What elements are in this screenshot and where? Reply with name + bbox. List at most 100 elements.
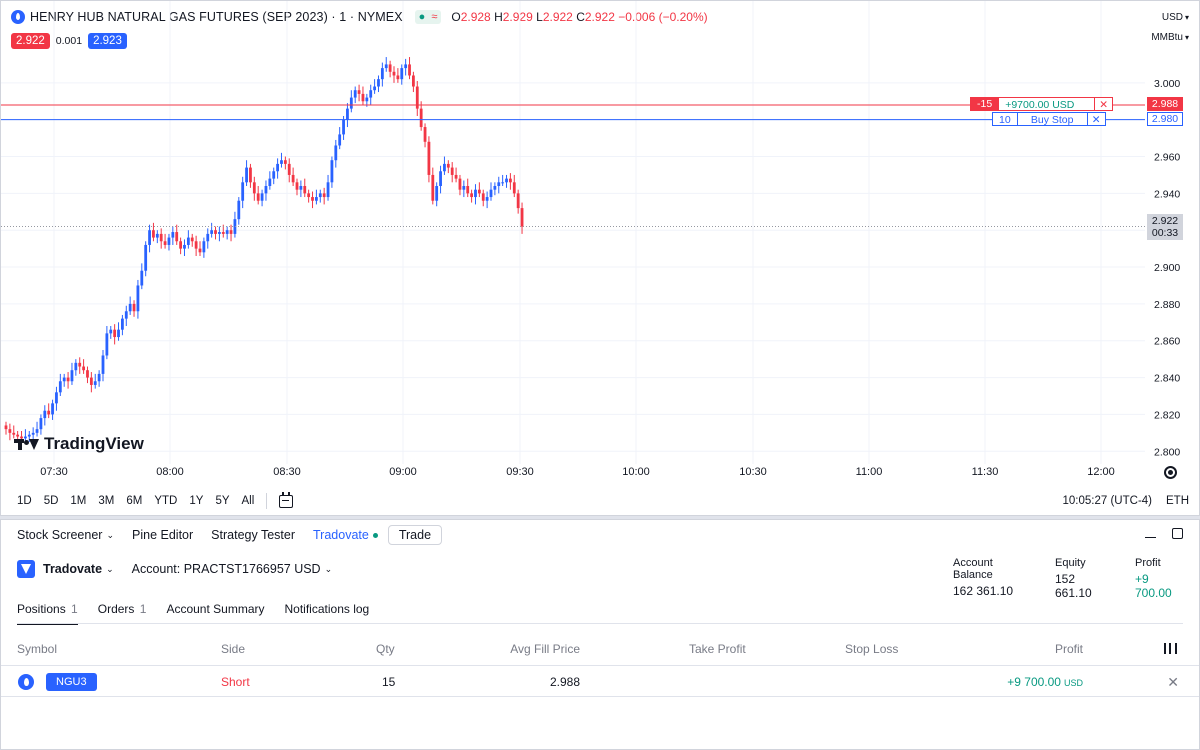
candle xyxy=(287,158,291,183)
profit-value: +9 700.00 xyxy=(1135,572,1172,600)
broker-selector[interactable]: Tradovate xyxy=(43,562,103,576)
symbol-badge[interactable]: NGU3 xyxy=(46,673,97,691)
data-delay-icon: ≈ xyxy=(431,11,438,23)
tab-pine-editor[interactable]: Pine Editor xyxy=(132,528,194,542)
order-type: Buy Stop xyxy=(1017,112,1088,126)
candle xyxy=(12,425,16,439)
range-ytd[interactable]: YTD xyxy=(154,495,178,507)
currency-selector[interactable]: USD ▾ xyxy=(1161,12,1189,23)
symbol-title[interactable]: HENRY HUB NATURAL GAS FUTURES (SEP 2023)… xyxy=(30,10,403,24)
account-selector[interactable]: Account: PRACTST1766957 USD xyxy=(131,562,321,576)
tab-tradovate[interactable]: Tradovate xyxy=(313,528,378,542)
candle xyxy=(299,180,303,198)
position-qty: -15 xyxy=(970,97,1000,111)
range-6m[interactable]: 6M xyxy=(126,495,143,507)
time-tick-label: 08:30 xyxy=(273,466,301,478)
candle xyxy=(423,123,427,148)
chevron-down-icon: ⌄ xyxy=(106,563,114,574)
candle xyxy=(419,101,423,131)
equity-label: Equity xyxy=(1055,557,1086,569)
date-range-bar: 1D 5D 1M 3M 6M YTD 1Y 5Y All 10:05:27 (U… xyxy=(1,488,1199,514)
range-5d[interactable]: 5D xyxy=(43,495,59,507)
account-stats: Account Balance 162 361.10 Equity 152 66… xyxy=(953,557,1183,600)
close-position-icon[interactable]: ✕ xyxy=(1167,674,1179,690)
position-line-label[interactable]: -15 +9700.00 USD ✕ xyxy=(970,97,1113,111)
tab-account-summary[interactable]: Account Summary xyxy=(166,602,265,616)
candle xyxy=(252,176,256,201)
price-tick-label: 2.940 xyxy=(1154,188,1180,200)
candle xyxy=(93,373,97,389)
high-value: 2.929 xyxy=(502,10,533,24)
tab-notifications-log[interactable]: Notifications log xyxy=(284,602,370,616)
order-line-label[interactable]: 10 Buy Stop ✕ xyxy=(992,112,1106,126)
cancel-order-icon[interactable]: ✕ xyxy=(1087,112,1106,126)
candle xyxy=(152,222,155,242)
candle xyxy=(140,263,144,290)
buy-button[interactable]: 2.923 xyxy=(88,33,127,49)
col-profit[interactable]: Profit xyxy=(1054,642,1083,656)
col-side[interactable]: Side xyxy=(221,642,246,656)
clock-timezone[interactable]: 10:05:27 (UTC-4) xyxy=(1062,495,1152,507)
chart-legend: HENRY HUB NATURAL GAS FUTURES (SEP 2023)… xyxy=(11,10,708,24)
col-avg-fill-price[interactable]: Avg Fill Price xyxy=(510,642,580,656)
range-all[interactable]: All xyxy=(241,495,255,507)
candle xyxy=(62,373,66,387)
ohlc-values: O2.928 H2.929 L2.922 C2.922 −0.006 (−0.2… xyxy=(451,10,707,24)
candle xyxy=(4,421,8,435)
range-5y[interactable]: 5Y xyxy=(215,495,230,507)
legend-status-badges[interactable]: ● ≈ xyxy=(414,10,442,24)
table-row[interactable]: NGU3 Short 15 2.988 +9 700.00 USD ✕ xyxy=(1,665,1199,697)
unit-selector[interactable]: MMBtu ▾ xyxy=(1151,32,1189,43)
candlestick-chart[interactable]: 3.0002.9802.9602.9402.9202.9002.8802.860… xyxy=(1,1,1199,488)
time-tick-label: 10:00 xyxy=(622,466,650,478)
tab-stock-screener[interactable]: Stock Screener ⌄ xyxy=(17,528,114,542)
unit-value: MMBtu xyxy=(1151,32,1183,43)
range-3m[interactable]: 3M xyxy=(98,495,115,507)
trade-button[interactable]: Trade xyxy=(387,525,443,545)
col-qty[interactable]: Qty xyxy=(376,642,395,656)
range-1y[interactable]: 1Y xyxy=(189,495,204,507)
candle xyxy=(229,224,233,242)
candle xyxy=(210,222,214,238)
col-stop-loss[interactable]: Stop Loss xyxy=(845,642,899,656)
open-value: 2.928 xyxy=(460,10,491,24)
columns-settings-icon[interactable] xyxy=(1164,643,1177,654)
tab-positions[interactable]: Positions 1 xyxy=(17,602,78,625)
chart-pane[interactable]: HENRY HUB NATURAL GAS FUTURES (SEP 2023)… xyxy=(0,0,1200,516)
price-tick-label: 2.840 xyxy=(1154,373,1180,385)
candle xyxy=(256,186,260,205)
candle xyxy=(74,359,78,376)
side-value: Short xyxy=(221,675,250,689)
candle xyxy=(446,160,450,174)
minimize-icon[interactable] xyxy=(1145,536,1156,539)
tab-label: Stock Screener xyxy=(17,528,103,542)
candle xyxy=(431,167,435,205)
candle xyxy=(330,156,334,188)
calendar-icon[interactable] xyxy=(279,491,294,508)
candle xyxy=(454,167,458,183)
range-1d[interactable]: 1D xyxy=(17,495,32,507)
sell-button[interactable]: 2.922 xyxy=(11,33,50,49)
divider xyxy=(17,623,1183,624)
candle xyxy=(35,421,39,437)
candle xyxy=(322,187,326,205)
gear-icon[interactable] xyxy=(1164,466,1177,479)
candle xyxy=(175,224,179,245)
session-toggle[interactable]: ETH xyxy=(1166,495,1189,507)
candle xyxy=(241,176,245,209)
candle xyxy=(481,189,485,207)
tradingview-logo[interactable]: TradingView xyxy=(14,434,144,454)
maximize-icon[interactable] xyxy=(1172,528,1183,539)
close-position-icon[interactable]: ✕ xyxy=(1095,97,1113,111)
col-take-profit[interactable]: Take Profit xyxy=(689,642,746,656)
tab-orders[interactable]: Orders 1 xyxy=(98,602,147,625)
candle xyxy=(124,305,128,326)
candle xyxy=(272,167,276,185)
col-symbol[interactable]: Symbol xyxy=(17,642,58,656)
candle xyxy=(427,136,431,183)
candle xyxy=(474,184,477,205)
candle xyxy=(384,57,388,72)
range-1m[interactable]: 1M xyxy=(70,495,87,507)
tab-strategy-tester[interactable]: Strategy Tester xyxy=(211,528,296,542)
profit: Profit +9 700.00 xyxy=(1135,557,1183,600)
